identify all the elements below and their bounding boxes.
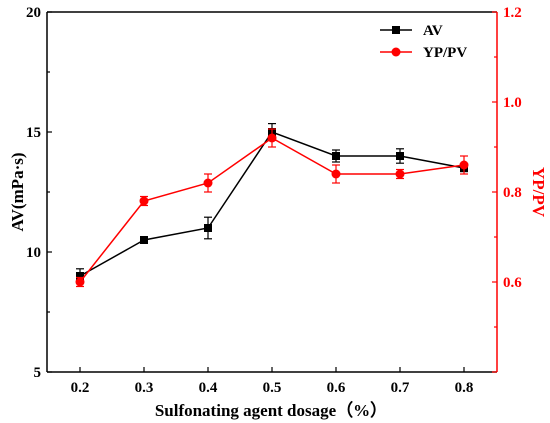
axes: 0.2 0.3 0.4 0.5 0.6 0.7 0.8 5 10 15 20 0.6 0.8 1.0 1.2	[26, 5, 522, 396]
series-line-yppv	[79, 137, 465, 283]
x-tick-label: 0.6	[327, 380, 346, 396]
y-left-tick-label: 10	[26, 245, 41, 261]
series-layer	[75, 122, 469, 288]
data-point-av	[76, 272, 84, 280]
data-point-yppv	[139, 196, 149, 206]
legend-av-marker	[392, 26, 400, 34]
x-tick-label: 0.2	[71, 380, 90, 396]
x-tick-label: 0.7	[391, 380, 410, 396]
data-point-av	[140, 236, 148, 244]
data-point-yppv	[267, 133, 277, 143]
x-tick-label: 0.3	[135, 380, 154, 396]
legend-yppv-label: YP/PV	[423, 45, 467, 61]
x-axis-title: Sulfonating agent dosage（%）	[155, 400, 387, 420]
data-point-yppv	[203, 178, 213, 188]
x-tick-label: 0.4	[199, 380, 218, 396]
y-axis-right-title: YP/PV	[529, 167, 548, 218]
labels-layer: Sulfonating agent dosage（%） AV(mPa·s) YP…	[8, 152, 548, 420]
data-point-av	[396, 152, 404, 160]
legend-av-label: AV	[423, 23, 443, 39]
data-point-yppv	[459, 160, 469, 170]
data-point-av	[332, 152, 340, 160]
data-point-yppv	[395, 169, 405, 179]
y-left-tick-label: 15	[26, 125, 41, 141]
data-point-yppv	[75, 277, 85, 287]
legend: AV YP/PV	[380, 23, 467, 61]
y-left-tick-label: 5	[34, 365, 42, 381]
y-right-tick-label: 1.0	[503, 95, 522, 111]
data-point-av	[204, 224, 212, 232]
y-right-tick-label: 1.2	[503, 5, 522, 21]
y-right-tick-label: 0.6	[503, 275, 522, 291]
series-line-av	[79, 131, 465, 277]
x-tick-label: 0.8	[455, 380, 474, 396]
y-axis-left-title: AV(mPa·s)	[8, 152, 27, 231]
y-left-tick-label: 20	[26, 5, 41, 21]
y-right-tick-label: 0.8	[503, 185, 522, 201]
x-tick-label: 0.5	[263, 380, 282, 396]
legend-yppv-marker	[391, 47, 401, 57]
data-point-yppv	[331, 169, 341, 179]
